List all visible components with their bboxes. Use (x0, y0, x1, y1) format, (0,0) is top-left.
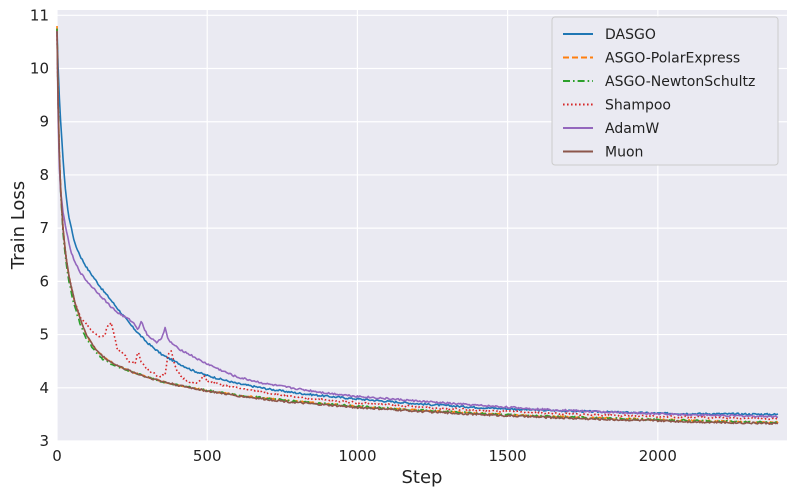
y-tick-label: 11 (30, 6, 49, 24)
tick-labels: 0 500 1000 1500 2000 3 4 5 6 7 8 9 10 11 (30, 6, 677, 465)
y-tick-label: 7 (39, 219, 49, 237)
legend-label: ASGO-PolarExpress (605, 51, 740, 67)
series-line-adamw (56, 31, 779, 419)
series-lines (56, 25, 779, 426)
y-tick-label: 8 (39, 166, 49, 184)
x-tick-label: 1000 (338, 447, 376, 465)
legend-label: AdamW (605, 121, 659, 137)
y-tick-label: 3 (39, 432, 49, 450)
y-tick-label: 6 (39, 272, 49, 290)
y-tick-label: 4 (39, 379, 49, 397)
x-tick-label: 2000 (639, 447, 677, 465)
grid (56, 10, 787, 442)
legend-box (551, 16, 779, 166)
x-tick-label: 0 (52, 447, 62, 465)
legend-label: Shampoo (605, 98, 671, 114)
y-tick-label: 5 (39, 326, 49, 344)
x-axis-label: Step (402, 467, 443, 488)
y-tick-label: 9 (39, 113, 49, 131)
legend-label: DASGO (605, 27, 656, 43)
series-line-muon (56, 31, 779, 426)
y-axis-label: Train Loss (8, 181, 29, 270)
y-tick-label: 10 (30, 60, 49, 78)
x-tick-label: 1500 (489, 447, 527, 465)
legend-label: Muon (605, 145, 643, 161)
legend: DASGO ASGO-PolarExpress ASGO-NewtonSchultz… (551, 16, 779, 166)
legend-label: ASGO-NewtonSchultz (605, 74, 755, 90)
x-tick-label: 500 (193, 447, 222, 465)
